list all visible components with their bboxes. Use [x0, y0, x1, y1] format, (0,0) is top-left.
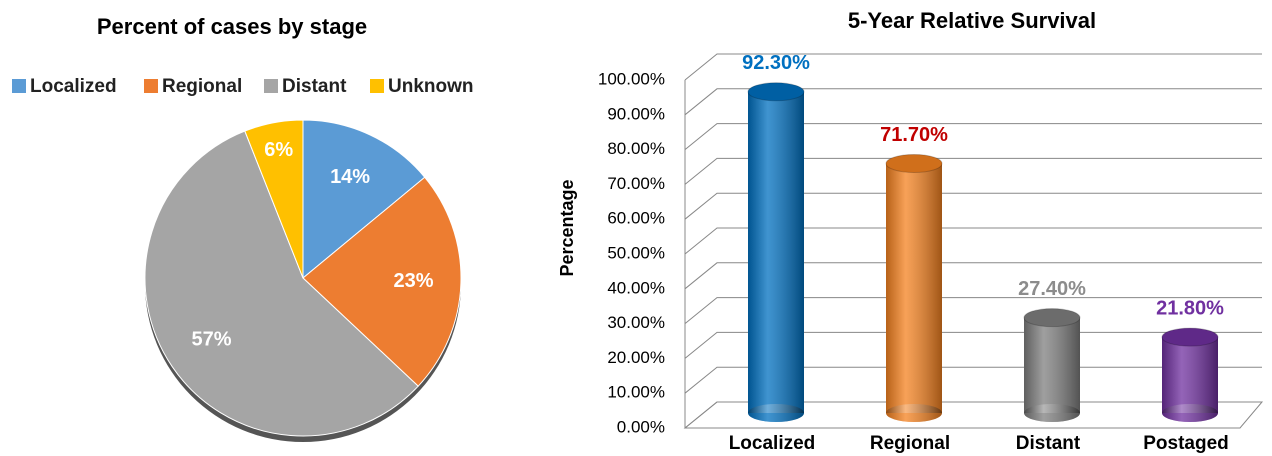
- bar-top: [885, 153, 943, 173]
- grid-line: [684, 227, 1262, 255]
- slice-label: 6%: [264, 139, 293, 161]
- slice-label: 23%: [394, 270, 434, 292]
- x-tick-label: Postaged: [1143, 433, 1229, 454]
- legend-label: Unknown: [388, 76, 474, 97]
- grid-line: [684, 297, 1262, 324]
- pie-slice: [244, 119, 304, 279]
- pie-slice: [302, 119, 426, 280]
- legend-label: Localized: [30, 76, 117, 97]
- y-tick-label: 70.00%: [607, 174, 665, 193]
- legend-label: Regional: [162, 76, 242, 97]
- grid-line: [684, 262, 1262, 290]
- y-tick-label: 50.00%: [607, 243, 665, 262]
- y-tick-label: 40.00%: [607, 278, 665, 297]
- slice-label: 57%: [192, 328, 232, 350]
- y-tick-label: 30.00%: [607, 313, 665, 332]
- value-label: 92.30%: [742, 52, 810, 74]
- slice-label: 14%: [330, 166, 370, 188]
- y-tick-label: 90.00%: [607, 104, 665, 123]
- x-tick-label: Distant: [1016, 433, 1081, 454]
- bar-shade: [748, 91, 804, 414]
- grid-line: [684, 123, 1262, 150]
- bar-shade: [1024, 317, 1080, 413]
- legend-swatch: [144, 79, 158, 93]
- grid-line: [684, 157, 1262, 185]
- value-label: 21.80%: [1156, 297, 1224, 319]
- y-axis-label: Percentage: [557, 179, 577, 276]
- grid-line: [684, 88, 1262, 116]
- legend-swatch: [264, 79, 278, 93]
- x-tick-label: Regional: [870, 433, 950, 454]
- bar-top: [747, 82, 805, 102]
- y-tick-label: 10.00%: [607, 383, 665, 402]
- bar-top: [1023, 308, 1081, 328]
- legend-label: Distant: [282, 76, 347, 97]
- grid-line: [684, 366, 1262, 394]
- pie-slice: [302, 176, 462, 387]
- pie-title: Percent of cases by stage: [97, 14, 367, 39]
- bar-shade: [1162, 337, 1218, 413]
- pie-slice: [144, 130, 419, 437]
- value-label: 27.40%: [1018, 278, 1086, 300]
- bar-shade: [886, 163, 942, 413]
- grid-line: [684, 401, 1262, 429]
- x-tick-label: Localized: [729, 433, 816, 454]
- y-tick-label: 80.00%: [607, 139, 665, 158]
- legend-swatch: [12, 79, 26, 93]
- grid-line: [684, 192, 1262, 220]
- bar-title: 5-Year Relative Survival: [848, 8, 1096, 33]
- y-tick-label: 0.00%: [617, 417, 665, 436]
- value-label: 71.70%: [880, 124, 948, 146]
- bar-top: [1161, 327, 1219, 347]
- legend-swatch: [370, 79, 384, 93]
- y-tick-label: 60.00%: [607, 209, 665, 228]
- y-tick-label: 20.00%: [607, 348, 665, 367]
- grid-line: [684, 331, 1262, 359]
- y-tick-label: 100.00%: [598, 69, 665, 88]
- grid-line: [684, 53, 1262, 81]
